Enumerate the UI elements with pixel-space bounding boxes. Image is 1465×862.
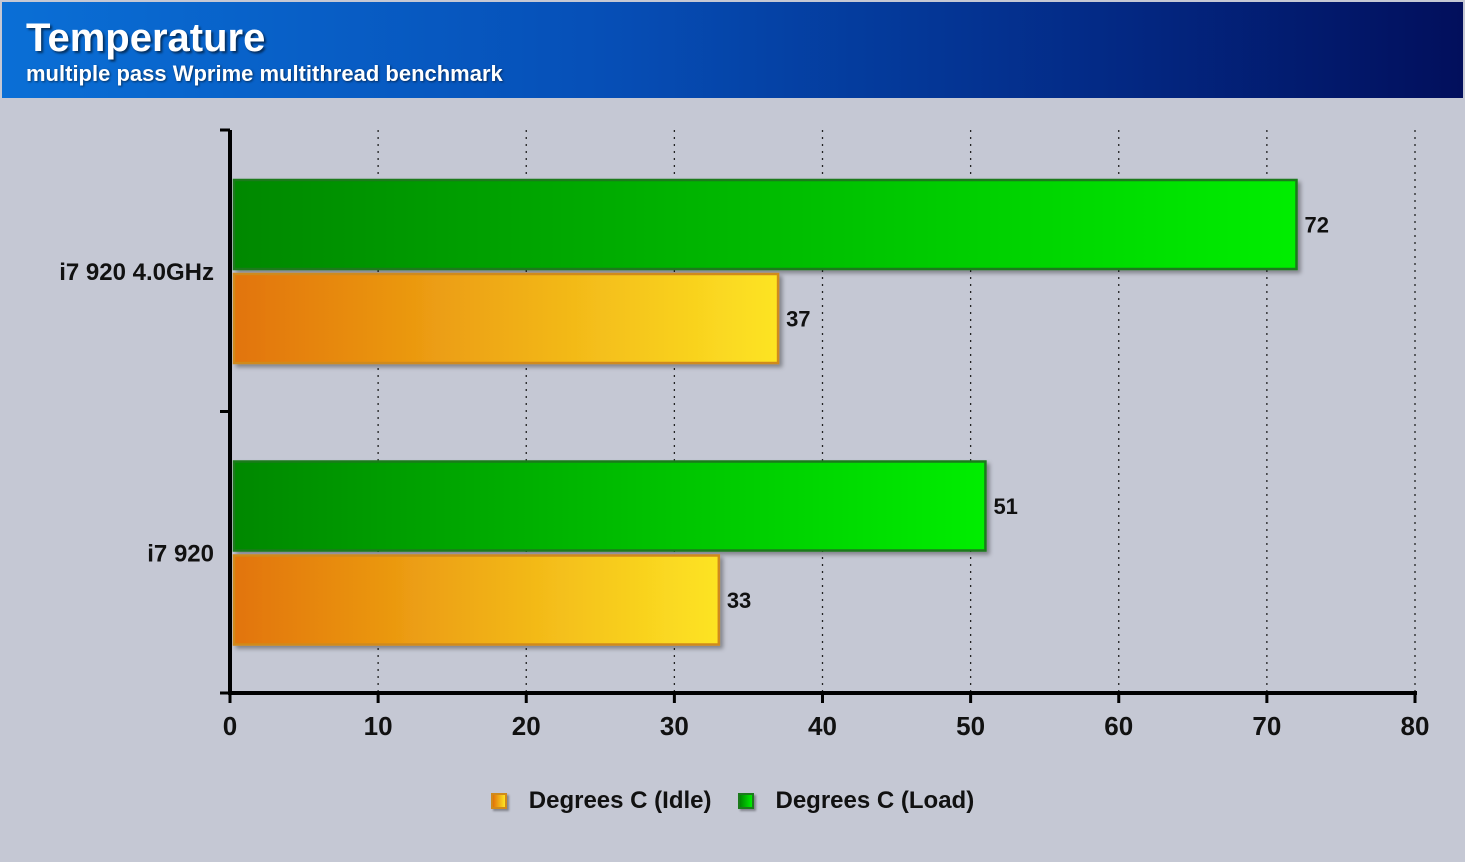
data-label: 72 xyxy=(1305,213,1329,238)
labels: 72 37 i7 920 4.0GHz 51 33 i7 920 0 10 20 30 40 50 60… xyxy=(59,213,1429,742)
x-tick-label: 20 xyxy=(512,711,541,741)
x-tick-label: 50 xyxy=(956,711,985,741)
x-tick-label: 60 xyxy=(1104,711,1133,741)
category-label: i7 920 4.0GHz xyxy=(59,259,214,286)
x-tick-label: 0 xyxy=(223,711,237,741)
category-label: i7 920 xyxy=(147,540,214,567)
legend-swatch xyxy=(490,793,507,809)
legend-swatch xyxy=(737,793,754,809)
legend-item-load: Degrees C (Load) xyxy=(737,787,975,815)
bar-idle-1 xyxy=(232,554,721,646)
x-tick-label: 40 xyxy=(808,711,837,741)
data-label: 51 xyxy=(993,494,1017,519)
bars xyxy=(232,178,1298,646)
data-label: 33 xyxy=(727,588,751,613)
legend-label: Degrees C (Idle) xyxy=(528,787,712,814)
chart-subtitle: multiple pass Wprime multithread benchma… xyxy=(26,61,503,86)
data-label: 37 xyxy=(786,307,810,332)
axes xyxy=(220,128,1417,703)
chart-header: Temperature multiple pass Wprime multith… xyxy=(2,2,1463,98)
chart-title: Temperature xyxy=(26,16,266,60)
legend: Degrees C (Idle) Degrees C (Load) xyxy=(0,784,1465,818)
x-tick-label: 30 xyxy=(660,711,689,741)
x-tick-label: 80 xyxy=(1401,711,1430,741)
bar-load-1 xyxy=(232,460,987,552)
bar-load-0 xyxy=(232,178,1298,271)
bar-idle-0 xyxy=(232,272,780,365)
legend-item-idle: Degrees C (Idle) xyxy=(490,787,712,815)
x-tick-label: 70 xyxy=(1252,711,1281,741)
x-tick-label: 10 xyxy=(364,711,393,741)
legend-label: Degrees C (Load) xyxy=(775,787,975,814)
